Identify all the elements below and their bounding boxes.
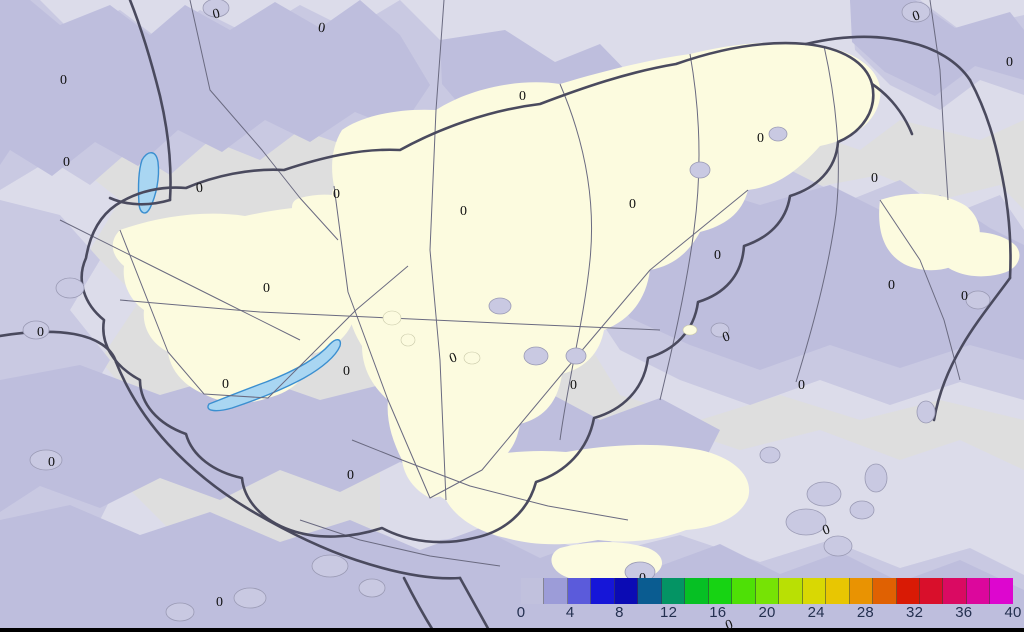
legend-swatch-38[interactable] [966, 578, 991, 604]
lake-neusiedl [137, 152, 160, 214]
contour-label-0: 0 [757, 131, 764, 146]
contour-label-0: 0 [570, 378, 577, 393]
border-hungary [80, 41, 875, 544]
lakes [137, 152, 342, 412]
contour-label-0: 0 [798, 378, 805, 393]
legend-tick-4: 4 [565, 604, 575, 621]
legend-swatch-16[interactable] [708, 578, 733, 604]
contour-label-0: 0 [37, 325, 44, 340]
administrative-subborders [59, 0, 961, 567]
contour-label-0: 0 [222, 377, 229, 392]
contour-label-0: 0 [460, 204, 467, 219]
scattered-cream-islands [382, 310, 698, 365]
contour-label-0: 0 [60, 73, 67, 88]
legend-swatch-20[interactable] [755, 578, 780, 604]
legend-swatch-30[interactable] [873, 578, 897, 604]
legend-tick-32: 32 [906, 604, 924, 621]
legend-tick-12: 12 [660, 604, 678, 621]
legend-swatch-32[interactable] [896, 578, 920, 604]
legend-tick-0: 0 [516, 604, 526, 621]
legend-swatch-28[interactable] [849, 578, 874, 604]
contour-label-0: 0 [63, 155, 70, 170]
contour-label-0: 0 [629, 197, 636, 212]
legend-tick-36: 36 [955, 604, 973, 621]
contour-label-0: 0 [519, 89, 526, 104]
scattered-contour-islands [22, 0, 991, 622]
legend-swatch-2[interactable] [544, 578, 568, 604]
contour-label-0: 0 [888, 278, 895, 293]
contour-label-0: 0 [347, 468, 354, 483]
contour-label-0: 0 [48, 455, 55, 470]
legend-swatch-4[interactable] [567, 578, 592, 604]
contour-label-0: 0 [216, 595, 223, 610]
legend-swatch-34[interactable] [919, 578, 944, 604]
contour-label-0: 0 [961, 289, 968, 304]
legend-tick-20: 20 [758, 604, 776, 621]
legend-swatch-26[interactable] [826, 578, 850, 604]
legend-swatch-8[interactable] [614, 578, 639, 604]
bottom-edge-bar [0, 628, 1024, 632]
legend-swatch-18[interactable] [732, 578, 756, 604]
contour-label-0: 0 [1006, 55, 1013, 70]
temperature-color-scale[interactable] [521, 578, 1013, 604]
legend-tick-16: 16 [709, 604, 727, 621]
legend-swatch-0[interactable] [521, 578, 545, 604]
legend-tick-28: 28 [856, 604, 874, 621]
legend-swatch-22[interactable] [779, 578, 803, 604]
legend-tick-24: 24 [807, 604, 825, 621]
contour-label-0: 0 [195, 180, 204, 197]
legend-tick-40: 40 [1004, 604, 1022, 621]
fill-zone-cream [112, 42, 1020, 584]
contour-label-0: 0 [343, 364, 350, 379]
contour-label-0: 0 [333, 187, 340, 202]
lake-balaton [207, 339, 342, 412]
legend-swatch-24[interactable] [802, 578, 827, 604]
contour-label-0: 0 [714, 248, 721, 263]
legend-swatch-14[interactable] [685, 578, 709, 604]
legend-swatch-36[interactable] [943, 578, 967, 604]
legend-swatch-6[interactable] [591, 578, 615, 604]
legend-tick-8: 8 [615, 604, 624, 621]
legend-swatch-10[interactable] [638, 578, 662, 604]
legend-swatch-40[interactable] [990, 578, 1013, 604]
contour-label-0: 0 [263, 281, 270, 296]
contour-label-0: 0 [871, 171, 878, 186]
temperature-scale-ticks: 0 4 8 12 16 20 24 28 32 36 40 [517, 604, 1022, 630]
legend-swatch-12[interactable] [661, 578, 686, 604]
